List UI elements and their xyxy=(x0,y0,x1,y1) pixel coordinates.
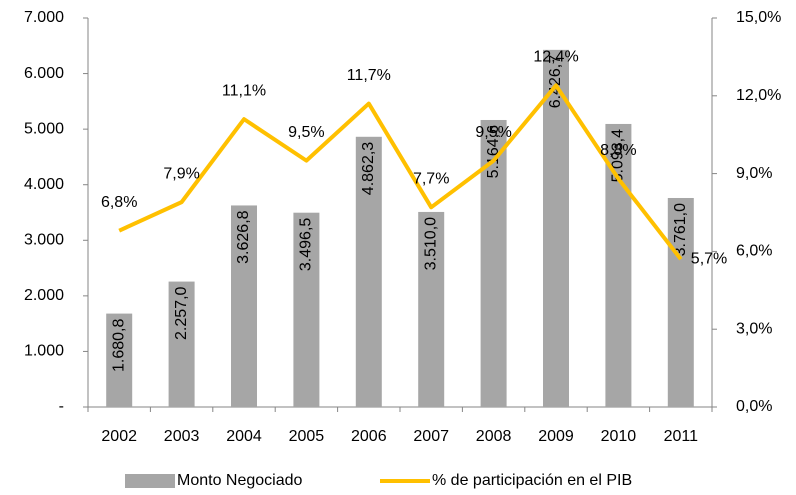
bar xyxy=(106,313,133,407)
bar-value-label: 4.862,3 xyxy=(360,142,377,195)
legend-swatch xyxy=(125,474,175,488)
bar xyxy=(605,123,632,407)
line-value-label: 8,8% xyxy=(600,142,636,159)
x-tick-label: 2011 xyxy=(664,428,699,445)
line-value-label: 11,1% xyxy=(222,82,266,99)
y2-tick-label: 12,0% xyxy=(736,87,781,104)
bar xyxy=(543,49,569,407)
line-value-label: 6,8% xyxy=(101,194,137,211)
x-tick-label: 2005 xyxy=(289,428,325,445)
bar xyxy=(293,212,320,407)
x-tick-label: 2010 xyxy=(601,428,637,445)
y-tick-label: - xyxy=(59,398,64,415)
y-tick-label: 5.000 xyxy=(24,120,64,137)
bar-value-label: 3.510,0 xyxy=(422,217,439,270)
x-tick-label: 2006 xyxy=(351,428,387,445)
line-value-label: 7,9% xyxy=(163,165,199,182)
x-tick-label: 2002 xyxy=(101,428,137,445)
x-tick-label: 2009 xyxy=(538,428,574,445)
line-value-label: 7,7% xyxy=(413,171,449,188)
x-tick-label: 2008 xyxy=(476,428,512,445)
y-tick-label: 6.000 xyxy=(24,65,64,82)
y-tick-label: 4.000 xyxy=(24,176,64,193)
y-tick-label: 3.000 xyxy=(24,232,64,249)
line-value-label: 9,5% xyxy=(288,124,324,141)
line-value-label: 9,5% xyxy=(475,124,511,141)
bar-value-label: 3.761,0 xyxy=(672,203,689,256)
bar xyxy=(355,136,382,407)
y-tick-label: 7.000 xyxy=(24,9,64,26)
y-tick-label: 1.000 xyxy=(24,343,64,360)
line xyxy=(118,83,683,261)
bar xyxy=(231,205,257,407)
y2-tick-label: 3,0% xyxy=(736,320,772,337)
y-tick-label: 2.000 xyxy=(24,287,64,304)
line-value-label: 12,4% xyxy=(533,49,578,66)
line-value-label: 5,7% xyxy=(691,250,727,267)
y2-tick-label: 9,0% xyxy=(736,165,772,182)
bar xyxy=(168,281,195,407)
bar-value-label: 2.257,0 xyxy=(173,286,190,339)
bar xyxy=(667,197,694,407)
bar xyxy=(418,211,445,407)
x-tick-label: 2003 xyxy=(164,428,200,445)
legend-label: Monto Negociado xyxy=(177,472,303,489)
y2-tick-label: 0,0% xyxy=(736,398,772,415)
x-tick-label: 2004 xyxy=(226,428,262,445)
x-tick-label: 2007 xyxy=(413,428,449,445)
bar-value-label: 3.496,5 xyxy=(298,218,315,271)
y2-tick-label: 6,0% xyxy=(736,243,772,260)
bar-value-label: 1.680,8 xyxy=(110,319,127,372)
y2-tick-label: 15,0% xyxy=(736,9,781,26)
legend-label: % de participación en el PIB xyxy=(432,472,632,489)
line-value-label: 11,7% xyxy=(347,67,391,84)
bar-value-label: 3.626,8 xyxy=(235,210,252,263)
